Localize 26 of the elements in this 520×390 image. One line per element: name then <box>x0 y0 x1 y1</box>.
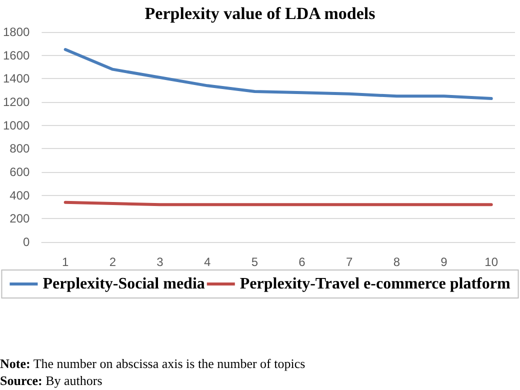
source-note: Source: By authors <box>0 373 102 388</box>
y-tick-label: 0 <box>23 235 30 249</box>
x-tick-label: 2 <box>109 255 116 269</box>
y-tick-label: 400 <box>10 188 30 202</box>
y-tick-label: 600 <box>10 165 30 179</box>
y-tick-label: 1800 <box>2 25 30 39</box>
x-tick-label: 4 <box>204 255 212 269</box>
legend-label: Perplexity-Travel e-commerce platform <box>240 276 511 292</box>
x-tick-label: 10 <box>484 255 498 269</box>
y-tick-label: 800 <box>10 142 30 156</box>
y-tick-label: 200 <box>10 212 30 226</box>
text: Note: The number on abscissa axis is the number of topics <box>0 356 306 371</box>
y-tick-label: 1600 <box>2 48 30 62</box>
x-tick-label: 1 <box>62 255 70 269</box>
chart-title: Perplexity value of LDA models <box>144 4 376 23</box>
y-tick-label: 1000 <box>2 118 30 132</box>
legend-label: Perplexity-Social media <box>42 276 205 292</box>
x-tick-label: 5 <box>251 255 258 269</box>
line-series <box>64 48 493 100</box>
y-tick-label: 1400 <box>2 72 30 86</box>
x-tick-label: 9 <box>440 255 448 269</box>
x-tick-label: 7 <box>346 255 353 269</box>
x-tick-label: 6 <box>298 255 306 269</box>
x-tick-label: 8 <box>393 255 400 269</box>
y-tick-label: 1200 <box>2 95 30 109</box>
x-tick-label: 3 <box>156 255 164 269</box>
